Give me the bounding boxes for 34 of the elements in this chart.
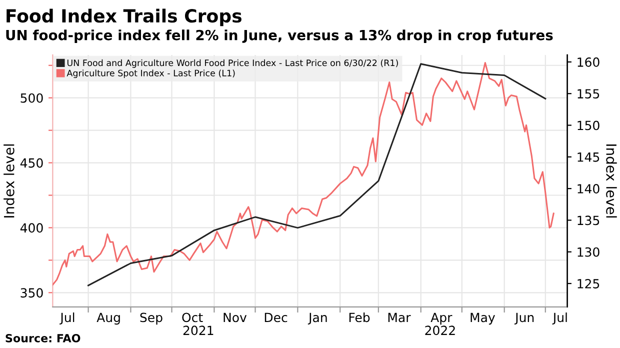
- y2-tick-label: 140: [578, 184, 600, 194]
- chart-subtitle: UN food-price index fell 2% in June, versus a 13% drop in crop futures: [6, 30, 553, 44]
- x-tick-label: Jan: [308, 312, 327, 324]
- x-tick-label: Jul: [60, 312, 74, 324]
- y-tick-label: 350: [20, 288, 43, 298]
- x-tick-label: Oct: [182, 312, 203, 322]
- x-tick-label: Sep: [140, 312, 162, 325]
- text: 2022: [425, 326, 455, 336]
- y-axis-title: Index level: [4, 144, 14, 218]
- x-tick-label: Apr: [430, 312, 452, 325]
- text: 2021: [183, 326, 214, 336]
- y2-tick-label: 155: [578, 89, 600, 99]
- x-tick-label: Jun: [514, 312, 534, 324]
- source-note: Source: FAO: [6, 334, 80, 342]
- x-tick-label: Dec: [264, 312, 288, 322]
- x-tick-label: May: [470, 312, 495, 325]
- y-tick-label: 400: [20, 223, 43, 233]
- y-tick-label: 450: [20, 158, 43, 168]
- x-tick-label: Aug: [96, 312, 120, 325]
- y2-tick-label: 125: [578, 278, 600, 288]
- y2-tick-label: 160: [578, 57, 600, 67]
- x-tick-label: Nov: [224, 312, 247, 322]
- y-tick-label: 500: [20, 93, 43, 103]
- x-tick-label: Mar: [388, 312, 411, 322]
- y2-tick-label: 135: [578, 216, 600, 226]
- x-tick-label: Feb: [349, 312, 370, 322]
- y2-axis-title: Index level: [606, 144, 617, 218]
- chart-title: Food Index Trails Crops: [6, 8, 242, 26]
- y2-tick-label: 150: [578, 120, 600, 130]
- y2-tick-label: 130: [578, 247, 600, 257]
- legend-label: Agriculture Spot Index - Last Price (L1): [66, 70, 235, 78]
- legend-label: UN Food and Agriculture World Food Price Index - Last Price on 6/30/22 (R1): [67, 59, 398, 68]
- x-tick-label: Jul: [552, 312, 567, 324]
- y2-tick-label: 145: [578, 152, 600, 162]
